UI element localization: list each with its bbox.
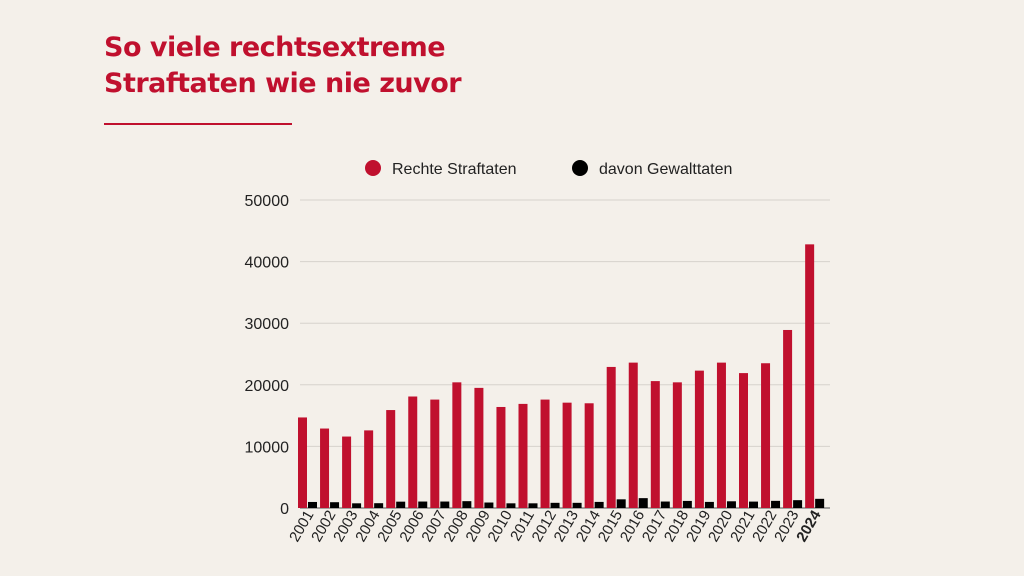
bar-rechte-straftaten-2006	[408, 396, 418, 508]
bar-rechte-straftaten-2019	[694, 370, 704, 508]
bar-rechte-straftaten-2010	[496, 406, 506, 508]
legend-marker-rechte-straftaten	[365, 160, 381, 176]
y-axis: 0 10000 20000 30000 40000 50000	[245, 193, 290, 518]
bar-rechte-straftaten-2012	[540, 399, 550, 508]
bar-gewalttaten-2011	[528, 503, 538, 508]
y-tick-label-50000: 50000	[245, 193, 290, 210]
bar-gewalttaten-2023	[793, 500, 803, 508]
bar-rechte-straftaten-2004	[364, 430, 374, 508]
bar-rechte-straftaten-2003	[342, 436, 352, 508]
bar-rechte-straftaten-2002	[320, 428, 330, 508]
bar-rechte-straftaten-2015	[606, 366, 616, 508]
bar-gewalttaten-2013	[572, 502, 582, 508]
bar-gewalttaten-2015	[616, 499, 626, 508]
bar-gewalttaten-2016	[638, 498, 648, 508]
bar-gewalttaten-2002	[330, 502, 340, 508]
bar-gewalttaten-2008	[462, 501, 472, 508]
title-line-2: Straftaten wie nie zuvor	[104, 68, 462, 99]
x-tick-label-2010: 2010	[485, 508, 516, 545]
bar-rechte-straftaten-2020	[716, 362, 726, 508]
legend-marker-davon-gewalttaten	[572, 160, 588, 176]
bar-rechte-straftaten-2021	[739, 373, 748, 508]
bar-rechte-straftaten-2007	[430, 399, 440, 508]
bar-gewalttaten-2017	[660, 501, 670, 508]
bar-gewalttaten-2006	[418, 501, 428, 508]
bar-gewalttaten-2010	[506, 503, 516, 508]
legend-label-davon-gewalttaten: davon Gewalttaten	[599, 161, 732, 178]
legend-label-rechte-straftaten: Rechte Straftaten	[392, 161, 517, 178]
bar-rechte-straftaten-2011	[518, 403, 528, 508]
bar-rechte-straftaten-2023	[783, 329, 793, 508]
bar-gewalttaten-2020	[726, 501, 736, 508]
bar-gewalttaten-2009	[484, 502, 494, 508]
bar-rechte-straftaten-2001	[298, 417, 307, 508]
y-tick-label-20000: 20000	[245, 378, 290, 395]
bar-gewalttaten-2001	[308, 501, 317, 508]
x-axis: 2001200220032004200520062007200820092010…	[286, 507, 825, 545]
y-tick-label-40000: 40000	[245, 255, 290, 272]
bar-rechte-straftaten-2016	[628, 362, 638, 508]
bar-gewalttaten-2019	[704, 501, 714, 508]
bar-gewalttaten-2021	[749, 501, 758, 508]
legend: Rechte Straftaten davon Gewalttaten	[365, 160, 732, 178]
bar-gewalttaten-2012	[550, 502, 560, 508]
bar-gewalttaten-2018	[682, 500, 692, 508]
bar-rechte-straftaten-2024	[805, 244, 815, 509]
chart-title: So viele rechtsextreme Straftaten wie ni…	[104, 30, 462, 102]
bar-rechte-straftaten-2005	[386, 410, 396, 508]
bar-gewalttaten-2014	[594, 501, 604, 508]
bar-gewalttaten-2004	[374, 503, 384, 508]
bar-rechte-straftaten-2014	[584, 403, 594, 508]
bar-rechte-straftaten-2022	[761, 363, 771, 508]
title-underline	[104, 123, 292, 125]
bar-gewalttaten-2024	[815, 498, 825, 508]
bars	[298, 244, 825, 509]
bar-gewalttaten-2003	[352, 503, 362, 508]
bar-rechte-straftaten-2009	[474, 387, 484, 508]
y-tick-label-0: 0	[280, 501, 289, 518]
bar-rechte-straftaten-2008	[452, 382, 462, 508]
bar-rechte-straftaten-2017	[650, 381, 660, 508]
bar-gewalttaten-2005	[396, 501, 406, 508]
y-tick-label-30000: 30000	[245, 316, 290, 333]
bar-gewalttaten-2007	[440, 501, 450, 508]
bar-gewalttaten-2022	[771, 500, 781, 508]
y-tick-label-10000: 10000	[245, 439, 290, 456]
bar-rechte-straftaten-2013	[562, 402, 572, 508]
bar-rechte-straftaten-2018	[672, 382, 682, 508]
title-line-1: So viele rechtsextreme	[104, 32, 446, 63]
x-tick-label-2024: 2024	[793, 507, 825, 545]
